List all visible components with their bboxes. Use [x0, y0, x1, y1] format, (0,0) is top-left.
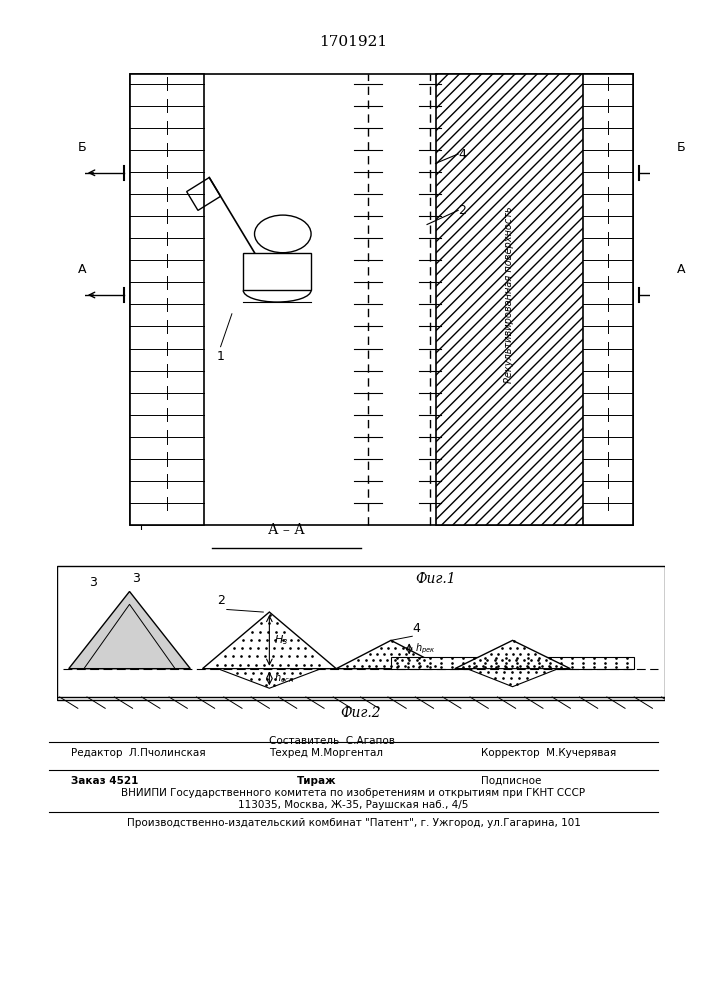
- Text: Тираж: Тираж: [297, 776, 337, 786]
- Bar: [57, 566, 665, 700]
- Text: ВНИИПИ Государственного комитета по изобретениям и открытиям при ГКНТ СССР: ВНИИПИ Государственного комитета по изоб…: [122, 788, 585, 798]
- Text: А: А: [78, 263, 86, 276]
- Bar: [130, 74, 204, 525]
- Text: 1: 1: [216, 350, 225, 363]
- Text: 2: 2: [217, 594, 225, 607]
- Text: Подписное: Подписное: [481, 776, 541, 786]
- Bar: [130, 74, 633, 525]
- Text: 3: 3: [89, 576, 97, 589]
- Bar: [391, 657, 634, 669]
- Text: Б: Б: [677, 141, 686, 154]
- Text: Корректор  М.Кучерявая: Корректор М.Кучерявая: [481, 748, 616, 758]
- Bar: [436, 74, 633, 525]
- Polygon shape: [218, 669, 321, 688]
- Text: Заказ 4521: Заказ 4521: [71, 776, 138, 786]
- Text: А – А: А – А: [268, 524, 305, 538]
- Text: Производственно-издательский комбинат "Патент", г. Ужгород, ул.Гагарина, 101: Производственно-издательский комбинат "П…: [127, 818, 580, 828]
- Polygon shape: [455, 640, 571, 669]
- Text: 2: 2: [458, 204, 466, 217]
- Text: $h_{рек}$: $h_{рек}$: [415, 642, 436, 656]
- Text: 1701921: 1701921: [320, 35, 387, 49]
- Text: Редактор  Л.Пчолинская: Редактор Л.Пчолинская: [71, 748, 205, 758]
- Text: 113035, Москва, Ж-35, Раушская наб., 4/5: 113035, Москва, Ж-35, Раушская наб., 4/5: [238, 800, 469, 810]
- Polygon shape: [467, 669, 559, 687]
- Text: $h_{осн}$: $h_{осн}$: [274, 672, 295, 685]
- Text: Рекультивированная поверхность: Рекультивированная поверхность: [504, 207, 514, 383]
- Text: Б: Б: [78, 141, 86, 154]
- Polygon shape: [69, 591, 190, 669]
- Text: Техред М.Моргентал: Техред М.Моргентал: [269, 748, 382, 758]
- Text: Составитель  С.Агапов: Составитель С.Агапов: [269, 736, 395, 746]
- Text: А: А: [677, 263, 686, 276]
- Text: 3: 3: [132, 572, 140, 585]
- Text: 4: 4: [412, 622, 420, 635]
- Text: Фиг.1: Фиг.1: [415, 572, 456, 586]
- Text: $H_з$: $H_з$: [274, 633, 288, 647]
- Polygon shape: [337, 640, 445, 669]
- Text: 4: 4: [458, 147, 466, 160]
- Text: Фиг.2: Фиг.2: [340, 706, 381, 720]
- Polygon shape: [202, 612, 337, 669]
- Bar: [583, 74, 633, 525]
